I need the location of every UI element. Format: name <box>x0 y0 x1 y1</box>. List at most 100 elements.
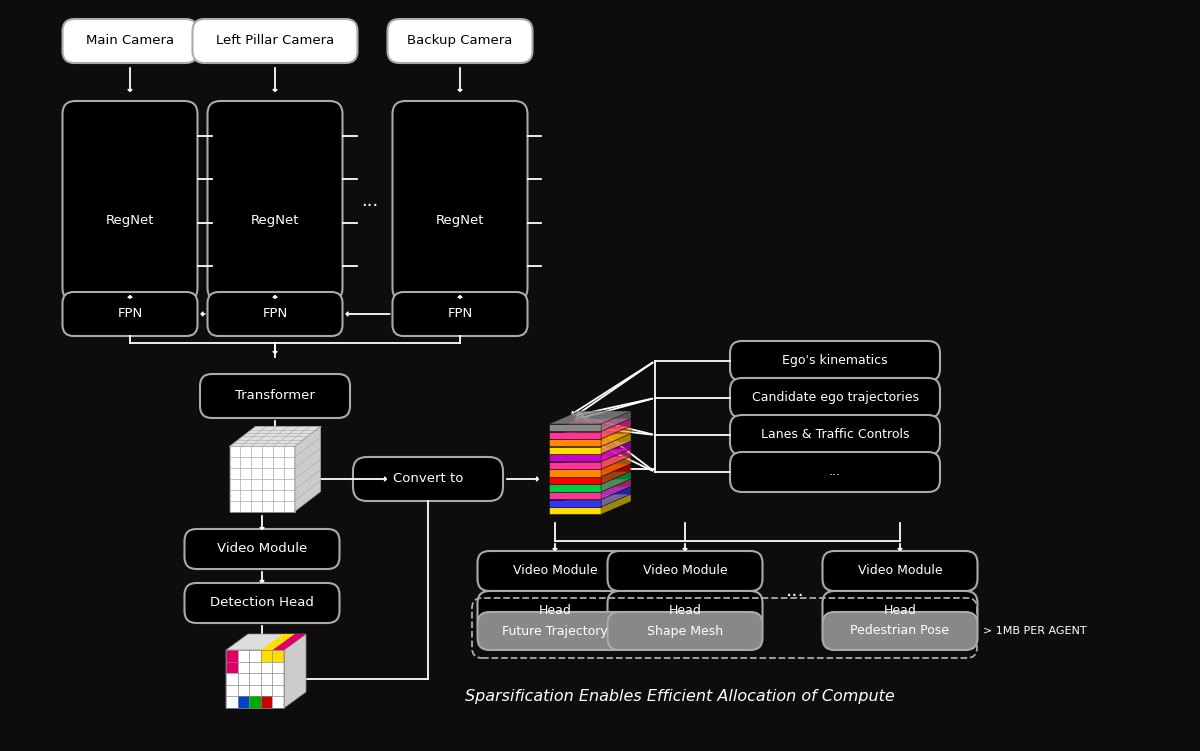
FancyBboxPatch shape <box>607 551 762 591</box>
Polygon shape <box>601 457 631 477</box>
Polygon shape <box>601 494 631 514</box>
FancyBboxPatch shape <box>392 101 528 301</box>
Bar <box>226 650 238 662</box>
Polygon shape <box>601 418 631 439</box>
Bar <box>260 650 272 662</box>
FancyBboxPatch shape <box>730 341 940 381</box>
Text: Left Pillar Camera: Left Pillar Camera <box>216 35 334 47</box>
Text: Backup Camera: Backup Camera <box>407 35 512 47</box>
Text: ...: ... <box>829 466 841 478</box>
Text: ...: ... <box>786 581 804 601</box>
Text: Head: Head <box>539 605 571 617</box>
FancyBboxPatch shape <box>822 591 978 631</box>
FancyBboxPatch shape <box>192 19 358 63</box>
Text: Video Module: Video Module <box>512 565 598 578</box>
Bar <box>550 499 601 507</box>
Text: Convert to: Convert to <box>392 472 463 485</box>
Text: Video Module: Video Module <box>217 542 307 556</box>
FancyBboxPatch shape <box>478 591 632 631</box>
Text: Future Trajectory: Future Trajectory <box>502 625 608 638</box>
Polygon shape <box>550 426 631 439</box>
FancyBboxPatch shape <box>62 101 198 301</box>
Text: Candidate ego trajectories: Candidate ego trajectories <box>751 391 918 405</box>
Text: Sparsification Enables Efficient Allocation of Compute: Sparsification Enables Efficient Allocat… <box>466 689 895 704</box>
Polygon shape <box>229 447 294 511</box>
Text: Shape Mesh: Shape Mesh <box>647 625 724 638</box>
Text: RegNet: RegNet <box>436 215 485 228</box>
Bar <box>272 650 284 662</box>
Text: ...: ... <box>361 192 379 210</box>
Bar <box>550 477 601 484</box>
FancyBboxPatch shape <box>185 583 340 623</box>
Bar <box>550 432 601 439</box>
FancyBboxPatch shape <box>200 374 350 418</box>
Text: Video Module: Video Module <box>643 565 727 578</box>
FancyBboxPatch shape <box>62 19 198 63</box>
Polygon shape <box>550 487 631 499</box>
Text: Head: Head <box>883 605 917 617</box>
Bar <box>550 507 601 514</box>
Polygon shape <box>550 494 631 507</box>
FancyBboxPatch shape <box>730 378 940 418</box>
Bar <box>550 462 601 469</box>
Bar <box>238 696 250 708</box>
Polygon shape <box>550 442 631 454</box>
Text: RegNet: RegNet <box>106 215 155 228</box>
Text: > 1MB PER AGENT: > 1MB PER AGENT <box>983 626 1087 636</box>
Polygon shape <box>601 411 631 431</box>
Bar <box>226 662 238 673</box>
FancyBboxPatch shape <box>822 551 978 591</box>
FancyBboxPatch shape <box>730 415 940 455</box>
Polygon shape <box>601 426 631 446</box>
FancyBboxPatch shape <box>478 612 632 650</box>
Polygon shape <box>550 464 631 477</box>
Polygon shape <box>294 427 320 511</box>
Polygon shape <box>550 411 631 424</box>
Bar <box>550 469 601 477</box>
Polygon shape <box>550 472 631 484</box>
Bar <box>550 454 601 461</box>
Text: Pedestrian Pose: Pedestrian Pose <box>851 625 949 638</box>
FancyBboxPatch shape <box>62 292 198 336</box>
FancyBboxPatch shape <box>208 292 342 336</box>
Polygon shape <box>601 487 631 507</box>
Text: FPN: FPN <box>448 307 473 321</box>
Text: Ego's kinematics: Ego's kinematics <box>782 354 888 367</box>
Polygon shape <box>550 457 631 469</box>
Polygon shape <box>550 479 631 492</box>
Text: Video Module: Video Module <box>858 565 942 578</box>
Polygon shape <box>550 433 631 447</box>
FancyBboxPatch shape <box>822 612 978 650</box>
Text: RegNet: RegNet <box>251 215 299 228</box>
Polygon shape <box>601 433 631 454</box>
Bar <box>260 696 272 708</box>
Polygon shape <box>226 634 306 650</box>
Bar <box>250 696 260 708</box>
Polygon shape <box>601 442 631 461</box>
Polygon shape <box>601 479 631 499</box>
FancyBboxPatch shape <box>208 101 342 301</box>
FancyBboxPatch shape <box>388 19 533 63</box>
Text: FPN: FPN <box>118 307 143 321</box>
FancyBboxPatch shape <box>392 292 528 336</box>
Bar <box>550 424 601 431</box>
FancyBboxPatch shape <box>185 529 340 569</box>
FancyBboxPatch shape <box>478 551 632 591</box>
Bar <box>550 447 601 454</box>
Text: Main Camera: Main Camera <box>86 35 174 47</box>
Polygon shape <box>284 634 306 708</box>
Bar <box>550 439 601 446</box>
Polygon shape <box>601 472 631 492</box>
Polygon shape <box>550 418 631 432</box>
FancyBboxPatch shape <box>353 457 503 501</box>
FancyBboxPatch shape <box>607 612 762 650</box>
Bar <box>550 492 601 499</box>
Polygon shape <box>601 449 631 469</box>
FancyBboxPatch shape <box>730 452 940 492</box>
Text: Transformer: Transformer <box>235 390 314 403</box>
Text: Head: Head <box>668 605 702 617</box>
Text: FPN: FPN <box>263 307 288 321</box>
Text: Detection Head: Detection Head <box>210 596 314 610</box>
Bar <box>550 484 601 492</box>
Polygon shape <box>601 464 631 484</box>
